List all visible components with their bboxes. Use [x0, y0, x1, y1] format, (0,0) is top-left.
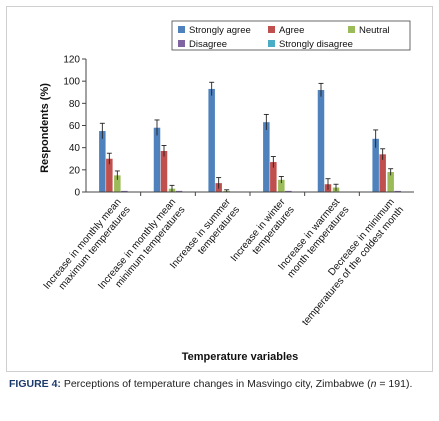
bar-strongly-agree — [208, 88, 215, 192]
bar-agree — [160, 150, 168, 192]
bar-strongly-agree — [372, 138, 379, 192]
legend-swatch-disagree — [178, 40, 185, 47]
bar-neutral — [114, 175, 121, 192]
bar-neutral — [278, 179, 285, 192]
bar-disagree — [394, 190, 401, 192]
y-axis-title: Respondents (%) — [39, 83, 51, 173]
legend-swatch-strongly-agree — [178, 26, 185, 33]
legend-label-strongly-agree: Strongly agree — [189, 25, 251, 36]
legend-label-neutral: Neutral — [359, 25, 390, 36]
y-tick-label: 40 — [69, 143, 81, 154]
bar-disagree — [285, 190, 292, 192]
bar-strongly-agree — [317, 90, 325, 192]
legend-swatch-agree — [268, 26, 275, 33]
y-tick-label: 20 — [69, 165, 81, 176]
bar-chart: Strongly agree Agree Neutral Disagree Strong… — [39, 20, 414, 363]
bar-strongly-agree — [153, 127, 161, 192]
bar-agree — [106, 158, 113, 192]
bar-disagree — [175, 190, 183, 192]
bar-disagree — [121, 190, 128, 192]
bars — [99, 81, 401, 192]
caption-text: Perceptions of temperature changes in Ma… — [60, 378, 371, 390]
bar-strongly-agree — [99, 131, 106, 192]
y-tick-label: 80 — [69, 99, 81, 110]
legend-label-strongly-disagree: Strongly disagree — [279, 39, 353, 50]
y-axis: 0 20 40 60 80 100 120 — [63, 55, 87, 199]
legend-swatch-neutral — [348, 26, 355, 33]
caption-n-value: = 191). — [376, 378, 413, 390]
legend-label-disagree: Disagree — [189, 39, 227, 50]
y-tick-label: 120 — [63, 55, 80, 66]
caption-label: FIGURE 4: — [9, 378, 61, 390]
bar-neutral — [387, 172, 394, 192]
figure-caption: FIGURE 4: Perceptions of temperature cha… — [9, 378, 433, 391]
y-tick-label: 0 — [74, 188, 80, 199]
legend: Strongly agree Agree Neutral Disagree Strong… — [171, 20, 411, 51]
legend-swatch-strongly-disagree — [268, 40, 275, 47]
legend-label-agree: Agree — [279, 25, 304, 36]
bar-agree — [379, 154, 386, 192]
bar-agree — [270, 162, 277, 192]
caption-n-symbol: n — [370, 378, 377, 390]
y-tick-label: 100 — [63, 77, 80, 88]
x-axis-title: Temperature variables — [182, 351, 299, 363]
y-tick-label: 60 — [69, 121, 81, 132]
legend-box — [171, 20, 411, 51]
bar-strongly-agree — [263, 122, 270, 192]
